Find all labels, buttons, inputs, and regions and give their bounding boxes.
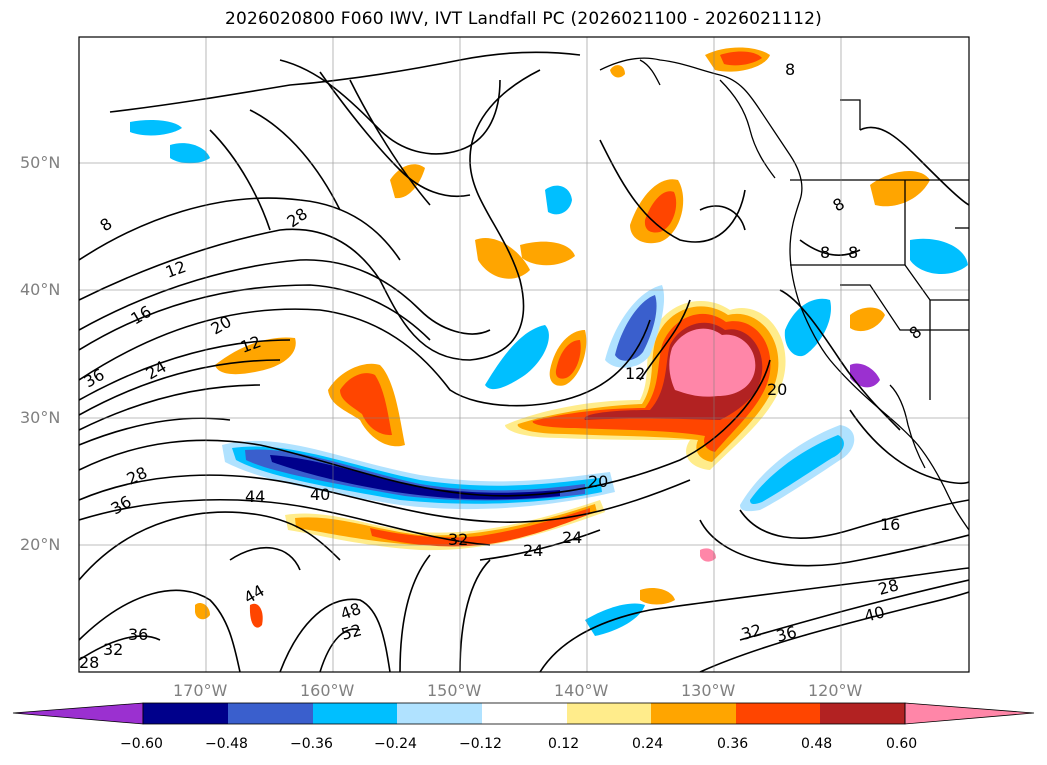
contour-label: 36 (128, 625, 148, 644)
colorbar-segment (143, 703, 228, 724)
pos-patch-a (475, 238, 530, 279)
lat-label: 30°N (20, 408, 61, 427)
pos-patch-m (610, 65, 625, 78)
colorbar (12, 702, 1035, 725)
contour-label: 40 (862, 602, 887, 626)
contour-label: 32 (103, 640, 123, 659)
neg-patch-g (130, 120, 182, 136)
colorbar-segment (651, 703, 736, 724)
colorbar-tick: 0.48 (801, 736, 833, 752)
pos-patch-k (640, 588, 675, 605)
contour-label: 40 (310, 485, 330, 504)
pos-patch-n (700, 548, 716, 562)
colorbar-tick: −0.48 (205, 736, 248, 752)
pos-band-orange (295, 504, 597, 546)
pos-patch-g2 (720, 51, 762, 66)
colorbar-tick: 0.12 (548, 736, 580, 752)
pos-patch-b2 (644, 191, 677, 233)
pos-patch-d (215, 337, 296, 375)
pc-fill-layer (130, 47, 968, 636)
neg-patch-c-mid (750, 435, 844, 505)
contour-label: 8 (830, 194, 848, 216)
lon-label: 160°W (300, 681, 355, 700)
colorbar-frame (142, 702, 906, 725)
contour-label: 20 (588, 472, 608, 491)
iwv-contours (79, 51, 969, 672)
contour-label: 8 (785, 60, 795, 79)
pos-patch-a2 (520, 241, 575, 266)
contour-label: 36 (774, 622, 799, 646)
lat-label: 40°N (20, 280, 61, 299)
lon-label: 150°W (427, 681, 482, 700)
contour-label: 44 (241, 581, 268, 608)
contour-label: 8 (848, 243, 858, 262)
contour-label: 8 (820, 243, 830, 262)
gridlines (79, 37, 969, 672)
contour-label: 20 (767, 380, 787, 399)
contour-label: 44 (245, 487, 265, 506)
pos-band-red (370, 508, 590, 547)
neg-patch-a-blue (615, 295, 657, 361)
chart-title: 2026020800 F060 IWV, IVT Landfall PC (20… (224, 9, 823, 29)
colorbar-tick: 0.60 (886, 736, 918, 752)
plot-frame (78, 36, 970, 673)
neg-patch-e (545, 185, 572, 215)
colorbar-segment (567, 703, 651, 724)
colorbar-tick: −0.24 (374, 736, 417, 752)
pos-patch-h (870, 170, 930, 207)
colorbar-segment (313, 703, 397, 724)
contour-label: 28 (876, 575, 901, 599)
lon-label: 120°W (808, 681, 863, 700)
contour-label: 28 (283, 204, 311, 231)
contour-label: 32 (448, 530, 468, 549)
contour-label: 8 (905, 322, 925, 343)
pos-patch-i (850, 307, 885, 332)
lat-label: 50°N (20, 153, 61, 172)
colorbar-segment (228, 703, 313, 724)
colorbar-tick: 0.24 (632, 736, 664, 752)
contour-label: 24 (562, 528, 582, 547)
pos-patch-e2 (555, 340, 581, 379)
neg-patch-j (850, 363, 880, 388)
contour-label: 12 (625, 364, 645, 383)
neg-patch-f (170, 143, 210, 164)
neg-band-blue (245, 449, 585, 501)
contour-label: 16 (128, 302, 155, 329)
lon-label: 170°W (173, 681, 228, 700)
contour-label: 36 (108, 492, 135, 519)
contour-label: 24 (523, 541, 543, 560)
pos-patch-l (195, 603, 210, 620)
colorbar-tick: −0.12 (459, 736, 502, 752)
pos-patch-f (390, 164, 425, 199)
pos-patch-c2 (340, 373, 392, 436)
contour-label: 32 (739, 620, 764, 644)
colorbar-extend-left (12, 702, 144, 725)
colorbar-segment (397, 703, 482, 724)
coastlines (599, 57, 969, 531)
contour-label: 8 (96, 214, 115, 235)
colorbar-segment (482, 703, 567, 724)
colorbar-tick: −0.60 (120, 736, 163, 752)
colorbar-segment (820, 703, 905, 724)
colorbar-segment (736, 703, 820, 724)
neg-patch-b (485, 325, 549, 390)
pos-blob-pink (669, 328, 756, 397)
contour-label: 28 (79, 653, 99, 672)
neg-patch-i (910, 238, 968, 275)
contour-label: 16 (880, 515, 900, 534)
lon-label: 130°W (681, 681, 736, 700)
contour-label: 12 (163, 257, 189, 282)
colorbar-tick: 0.36 (717, 736, 749, 752)
pos-patch-j (249, 603, 263, 628)
lon-label: 140°W (554, 681, 609, 700)
colorbar-extend-right (904, 702, 1035, 725)
lat-label: 20°N (20, 535, 61, 554)
neg-patch-d (784, 298, 831, 357)
colorbar-tick: −0.36 (290, 736, 333, 752)
contour-label: 52 (339, 620, 364, 644)
contour-label: 48 (338, 599, 364, 624)
